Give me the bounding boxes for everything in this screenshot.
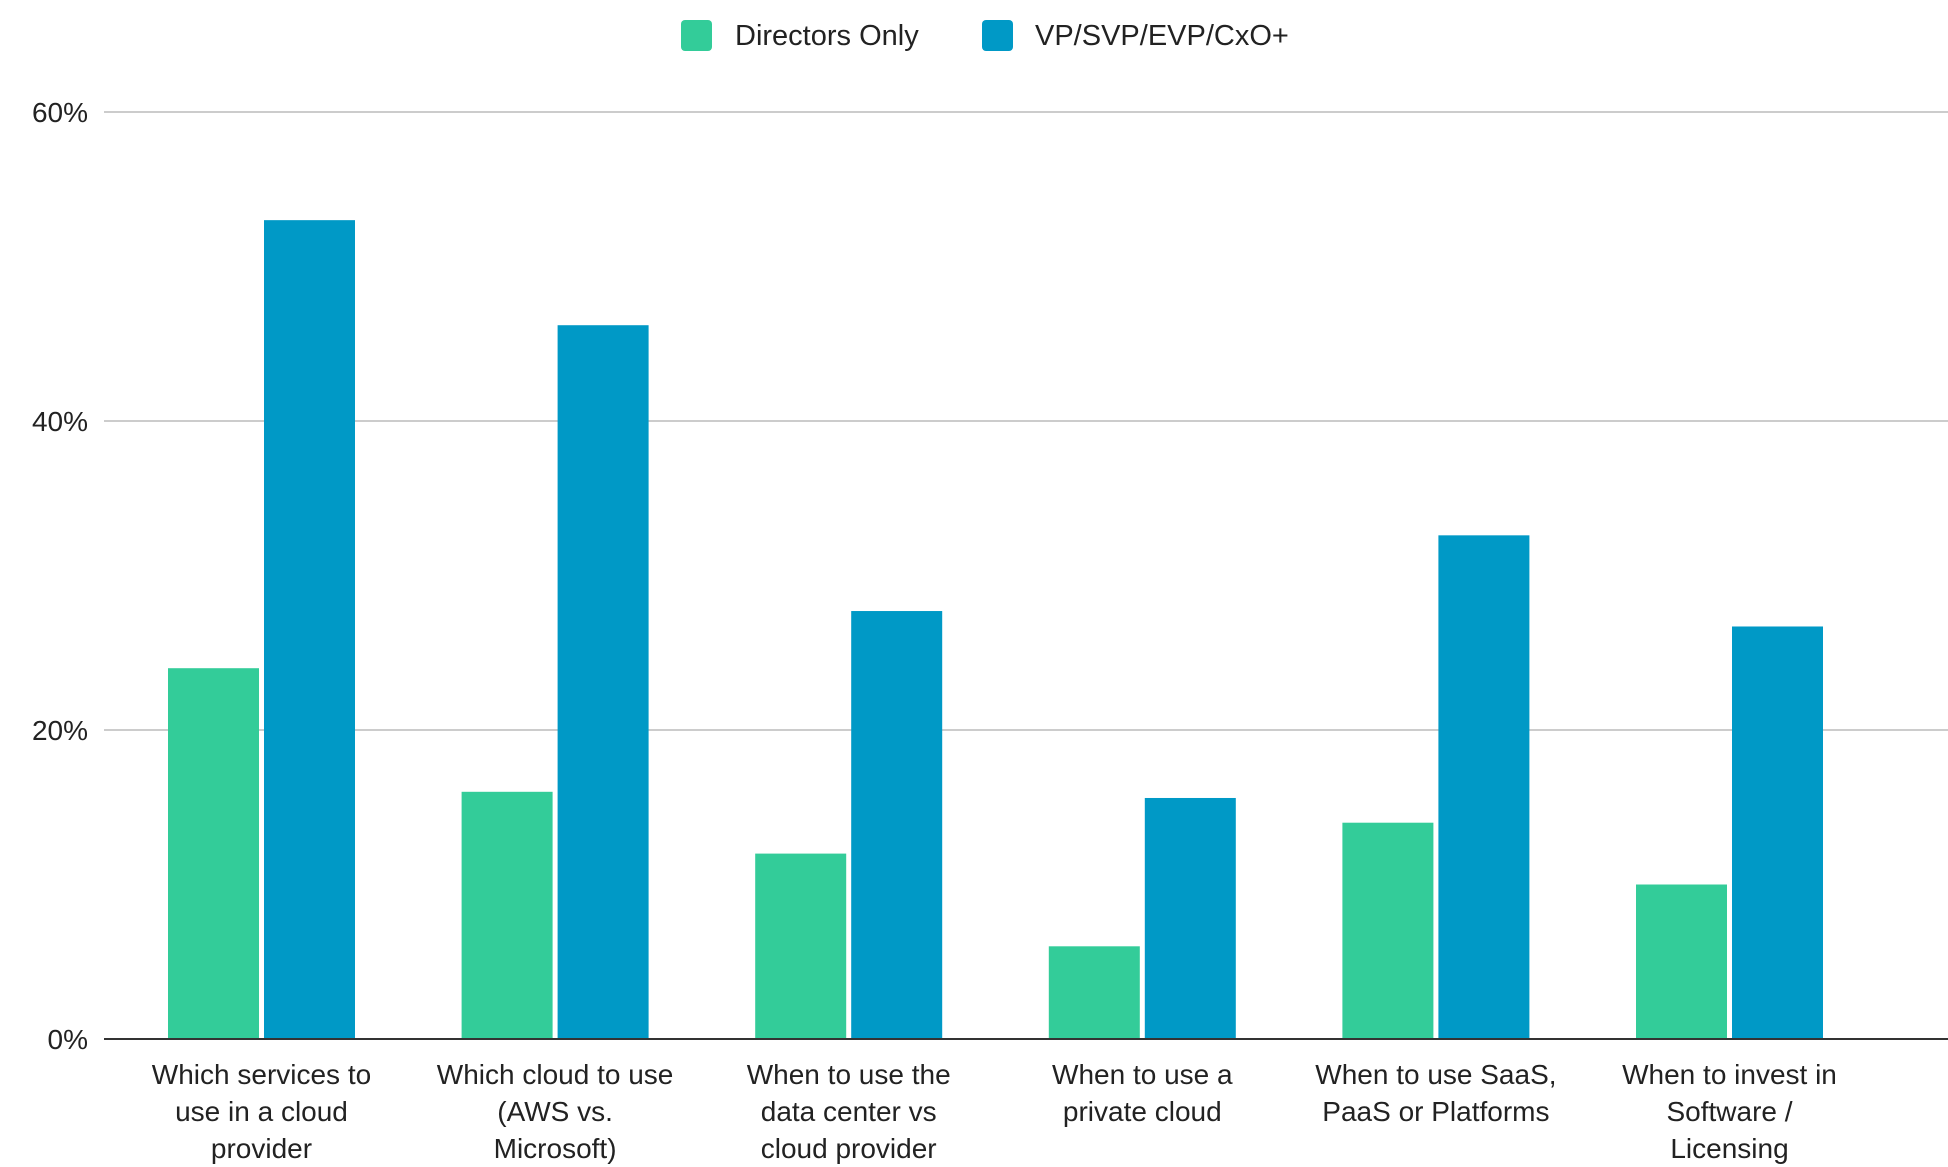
bars: [168, 220, 1823, 1040]
bar-directors: [755, 853, 847, 1039]
x-tick-label: use in a cloud: [175, 1096, 348, 1127]
legend-swatch: [982, 20, 1013, 51]
bar-directors: [168, 668, 259, 1039]
y-tick-label: 0%: [48, 1024, 88, 1055]
x-tick-label: data center vs: [761, 1096, 937, 1127]
legend: Directors Only VP/SVP/EVP/CxO+: [681, 20, 1289, 52]
x-tick-label: Which services to: [152, 1059, 371, 1090]
y-tick-label: 60%: [32, 97, 88, 128]
x-tick-label: private cloud: [1063, 1096, 1222, 1127]
x-tick-label: (AWS vs.: [497, 1096, 613, 1127]
bar-executives: [1732, 626, 1823, 1039]
x-tick-label: When to use the: [747, 1059, 951, 1090]
y-tick-label: 40%: [32, 406, 88, 437]
legend-label: Directors Only: [735, 20, 919, 52]
x-tick-label: When to use SaaS,: [1315, 1059, 1556, 1090]
bar-executives: [1438, 535, 1530, 1039]
x-tick-label: Licensing: [1670, 1133, 1788, 1164]
x-axis: Which services to use in a cloud provider W…: [152, 1059, 1837, 1164]
x-tick-label: When to invest in: [1622, 1059, 1837, 1090]
bar-directors: [1048, 946, 1140, 1039]
gridlines: [104, 111, 1948, 731]
bar-executives: [1144, 797, 1236, 1039]
x-tick-label: Which cloud to use: [437, 1059, 674, 1090]
x-tick-label: cloud provider: [761, 1133, 937, 1164]
y-axis: 0% 20% 40% 60%: [32, 97, 88, 1055]
bar-directors: [1636, 884, 1727, 1039]
bar-executives: [557, 325, 649, 1040]
bar-executives: [851, 611, 943, 1039]
bar-directors: [1342, 822, 1434, 1039]
x-tick-label: When to use a: [1052, 1059, 1233, 1090]
x-tick-label: provider: [211, 1133, 312, 1164]
x-tick-label: Microsoft): [494, 1133, 617, 1164]
x-tick-label: PaaS or Platforms: [1322, 1096, 1549, 1127]
bar-directors: [461, 791, 553, 1039]
bar-executives: [264, 220, 355, 1039]
legend-label: VP/SVP/EVP/CxO+: [1035, 20, 1289, 52]
legend-swatch: [681, 20, 712, 51]
y-tick-label: 20%: [32, 715, 88, 746]
x-tick-label: Software /: [1666, 1096, 1792, 1127]
